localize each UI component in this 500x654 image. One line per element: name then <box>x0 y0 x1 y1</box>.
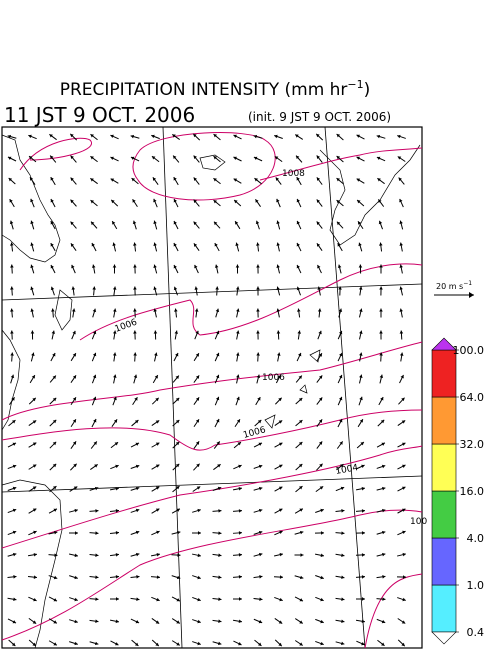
colorbar-segment <box>432 397 456 444</box>
isobar-label: 1008 <box>282 169 305 179</box>
colorbar-tick-label: 0.4 <box>467 626 485 639</box>
reference-unit: 20 m s <box>436 282 463 291</box>
title-close: ) <box>364 80 371 100</box>
colorbar-segment <box>432 350 456 397</box>
colorbar-under <box>432 632 456 644</box>
isobar-label: 1006 <box>262 373 285 383</box>
colorbar-tick-label: 32.0 <box>460 438 485 451</box>
map-area: 1008 1006 1006 1006 1004 100 <box>2 127 427 648</box>
title: PRECIPITATION INTENSITY (mm hr−1) <box>60 78 371 100</box>
title-exponent: −1 <box>347 78 363 91</box>
colorbar-segment <box>432 538 456 585</box>
isobar-label: 100 <box>410 517 427 527</box>
reference-arrowhead <box>469 292 474 298</box>
colorbar-segment <box>432 585 456 632</box>
colorbar-tick-label: 1.0 <box>467 579 485 592</box>
colorbar-tick-label: 100.0 <box>453 344 485 357</box>
reference-vector-label: 20 m s−1 <box>436 280 472 291</box>
colorbar-tick-label: 4.0 <box>467 532 485 545</box>
init-time: (init. 9 JST 9 OCT. 2006) <box>248 110 391 124</box>
colorbar-tick-label: 16.0 <box>460 485 485 498</box>
colorbar-segment <box>432 491 456 538</box>
colorbar: 0.4 1.0 4.0 16.0 32.0 64.0 100.0 <box>432 338 484 644</box>
reference-exponent: −1 <box>463 280 472 287</box>
reference-vector <box>434 292 474 298</box>
title-text: PRECIPITATION INTENSITY (mm hr <box>60 80 348 100</box>
valid-time: 11 JST 9 OCT. 2006 <box>4 103 195 127</box>
colorbar-tick-label: 64.0 <box>460 391 485 404</box>
colorbar-segment <box>432 444 456 491</box>
